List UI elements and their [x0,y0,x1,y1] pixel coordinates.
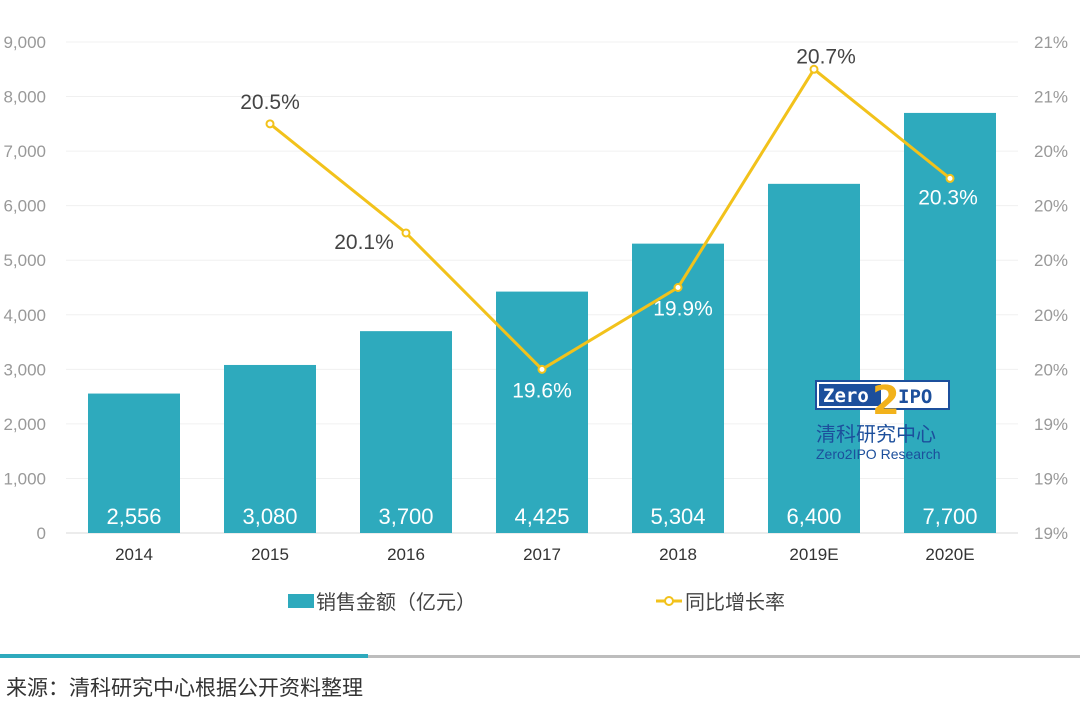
line-value-label: 20.7% [796,45,856,68]
left-tick-label: 0 [37,524,46,543]
right-tick-label: 20% [1034,360,1068,379]
line-point [265,119,275,129]
x-tick-label: 2020E [925,545,974,564]
chart: 0 1,000 2,000 3,000 4,000 5,000 6,000 7,000 8,00… [3,33,1068,614]
line-point [673,283,683,292]
line-value-label: 20.5% [240,91,300,114]
left-tick-label: 8,000 [3,88,46,107]
divider-accent [0,654,368,658]
x-tick-label: 2015 [251,545,289,564]
bar [496,291,588,533]
svg-text:Zero2IPO Research: Zero2IPO Research [816,446,941,462]
right-tick-label: 20% [1034,142,1068,161]
line-value-label: 19.9% [653,298,713,321]
svg-text:2: 2 [872,378,900,424]
svg-text:Zero: Zero [823,385,869,407]
x-tick-label: 2019E [789,545,838,564]
left-tick-label: 6,000 [3,197,46,216]
x-tick-label: 2017 [523,545,561,564]
bar-value-label: 4,425 [514,504,569,529]
bar [768,183,860,533]
right-tick-label: 19% [1034,524,1068,543]
right-tick-label: 19% [1034,415,1068,434]
right-tick-label: 21% [1034,88,1068,107]
left-tick-label: 3,000 [3,360,46,379]
line-point [537,364,547,374]
bar-value-label: 3,080 [242,504,297,529]
x-tick-label: 2014 [115,545,153,564]
bar [88,393,180,533]
right-tick-label: 20% [1034,251,1068,270]
bar-value-label: 5,304 [650,504,705,529]
bar-value-label: 3,700 [378,504,433,529]
svg-text:清科研究中心: 清科研究中心 [816,422,936,446]
right-tick-label: 19% [1034,469,1068,488]
legend-bar-label: 销售金额（亿元） [316,591,476,614]
left-tick-label: 7,000 [3,142,46,161]
bar-value-label: 2,556 [106,504,161,529]
left-tick-label: 1,000 [3,469,46,488]
legend-line-label: 同比增长率 [685,591,785,614]
bar [224,364,316,533]
right-tick-label: 20% [1034,306,1068,325]
source-note: 来源：清科研究中心根据公开资料整理 [6,676,363,700]
bar-value-label: 7,700 [922,504,977,529]
right-tick-label: 20% [1034,197,1068,216]
right-tick-label: 21% [1034,33,1068,52]
left-tick-label: 2,000 [3,415,46,434]
line-value-label: 19.6% [512,379,572,402]
legend-line-marker [664,596,674,606]
divider [368,655,1080,658]
growth-line [269,67,951,372]
bar [360,331,452,533]
x-tick-label: 2016 [387,545,425,564]
line-value-label: 20.1% [334,231,394,254]
bar [904,112,996,533]
left-tick-label: 4,000 [3,306,46,325]
line-point [945,173,955,183]
line-value-label: 20.3% [918,186,978,209]
line-point [401,228,411,238]
left-tick-label: 9,000 [3,33,46,52]
left-tick-label: 5,000 [3,251,46,270]
x-tick-label: 2018 [659,545,697,564]
svg-text:IPO: IPO [898,386,932,408]
line-point [809,64,819,74]
legend-bar-swatch [288,594,314,608]
bar-value-label: 6,400 [786,504,841,529]
